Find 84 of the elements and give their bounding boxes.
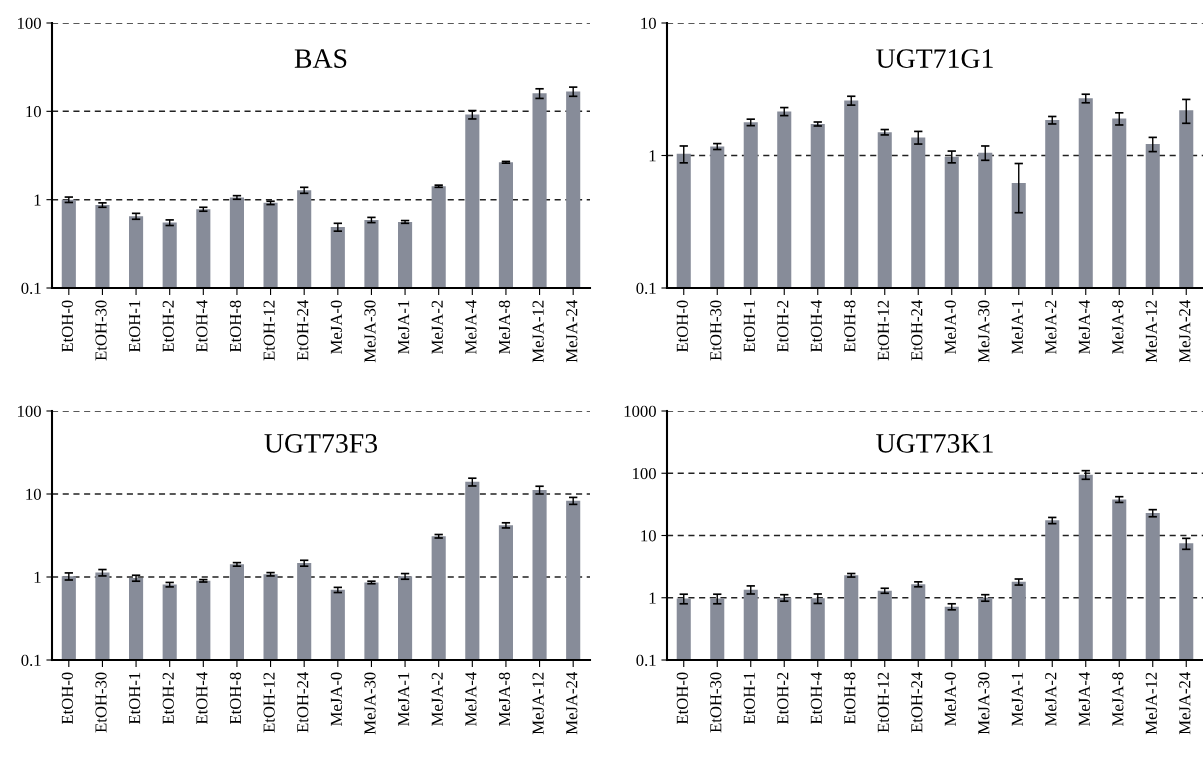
- x-tick-label: MeJA-30: [978, 672, 990, 735]
- x-tick-label: MeJA-2: [431, 672, 443, 726]
- x-tick-label: MeJA-1: [398, 300, 410, 354]
- x-tick-label: MeJA-4: [465, 300, 477, 354]
- x-tick-label: MeJA-0: [330, 300, 342, 354]
- y-tick-label: 100: [18, 17, 41, 29]
- y-tick-label: 0.1: [21, 282, 41, 295]
- x-tick-label: EtOH-12: [263, 672, 275, 733]
- x-tick-label: EtOH-24: [911, 300, 923, 361]
- x-tick-label: EtOH-12: [877, 672, 889, 733]
- x-tick-label: MeJA-24: [566, 300, 578, 363]
- x-tick-label: MeJA-12: [532, 672, 544, 735]
- y-tick-label: 1000: [624, 405, 656, 417]
- y-tick-label: 100: [633, 467, 656, 480]
- x-tick-label: EtOH-1: [129, 300, 141, 353]
- x-tick-label: MeJA-12: [1145, 672, 1157, 735]
- x-tick-label: EtOH-1: [743, 672, 755, 725]
- x-tick-label: MeJA-30: [978, 300, 990, 363]
- y-tick-label: 10: [641, 17, 656, 29]
- x-tick-label: EtOH-24: [297, 300, 309, 361]
- x-tick-label: MeJA-8: [498, 300, 511, 354]
- x-tick-label: EtOH-4: [810, 672, 822, 725]
- x-tick-label: EtOH-4: [810, 300, 822, 353]
- x-tick-label: MeJA-1: [1011, 300, 1023, 354]
- y-tick-label: 0.1: [21, 654, 41, 667]
- y-tick-label: 10: [26, 488, 41, 500]
- x-tick-label: EtOH-30: [710, 300, 722, 361]
- x-tick-label: MeJA-4: [465, 672, 477, 726]
- x-tick-label: MeJA-30: [364, 672, 376, 735]
- x-tick-label: MeJA-30: [364, 300, 376, 363]
- x-tick-label: MeJA-24: [1179, 672, 1191, 735]
- x-tick-label: EtOH-30: [95, 300, 107, 361]
- x-tick-label: EtOH-8: [844, 300, 856, 353]
- text: BAS: [294, 49, 347, 68]
- x-tick-label: MeJA-4: [1078, 300, 1090, 354]
- x-tick-label: EtOH-8: [229, 300, 242, 353]
- x-tick-label: EtOH-4: [196, 300, 208, 353]
- y-tick-label: 1: [649, 592, 656, 604]
- text: UGT73K1: [876, 434, 993, 453]
- y-tick-label: 10: [26, 106, 41, 118]
- x-tick-label: EtOH-24: [911, 672, 923, 733]
- y-tick-label: 1: [34, 571, 41, 583]
- x-tick-label: EtOH-30: [95, 672, 107, 733]
- y-tick-label: 1: [34, 194, 41, 206]
- x-tick-label: EtOH-0: [61, 672, 73, 725]
- x-tick-label: MeJA-0: [944, 300, 956, 354]
- x-tick-label: EtOH-2: [162, 672, 174, 725]
- x-tick-label: EtOH-2: [777, 672, 789, 725]
- y-tick-label: 100: [18, 405, 41, 417]
- x-tick-label: MeJA-0: [944, 672, 956, 726]
- text: UGT71G1: [876, 49, 993, 68]
- x-tick-label: MeJA-1: [398, 672, 410, 726]
- x-tick-label: EtOH-8: [229, 672, 242, 725]
- x-tick-label: MeJA-8: [1112, 672, 1124, 726]
- x-tick-label: MeJA-0: [330, 672, 342, 726]
- x-tick-label: EtOH-0: [676, 672, 688, 725]
- x-tick-label: MeJA-2: [431, 300, 443, 354]
- x-tick-label: MeJA-24: [566, 672, 578, 735]
- y-tick-label: 0.1: [636, 654, 656, 667]
- x-tick-label: MeJA-8: [1112, 300, 1124, 354]
- text: UGT73F3: [264, 434, 378, 453]
- x-tick-label: EtOH-0: [61, 300, 73, 353]
- x-tick-label: EtOH-8: [844, 672, 856, 725]
- y-tick-label: 0.1: [636, 282, 656, 295]
- x-tick-label: MeJA-24: [1179, 300, 1191, 363]
- x-tick-label: EtOH-24: [297, 672, 309, 733]
- x-tick-label: MeJA-2: [1045, 672, 1057, 726]
- x-tick-label: EtOH-12: [877, 300, 889, 361]
- x-tick-label: EtOH-30: [710, 672, 722, 733]
- x-tick-label: EtOH-1: [743, 300, 755, 353]
- y-tick-label: 10: [641, 530, 656, 542]
- x-tick-label: EtOH-4: [196, 672, 208, 725]
- x-tick-label: EtOH-1: [129, 672, 141, 725]
- x-tick-label: EtOH-2: [777, 300, 789, 353]
- x-tick-label: MeJA-4: [1078, 672, 1090, 726]
- x-tick-label: MeJA-8: [498, 672, 511, 726]
- x-tick-label: EtOH-0: [676, 300, 688, 353]
- y-tick-label: 1: [649, 150, 656, 162]
- x-tick-label: MeJA-12: [532, 300, 544, 363]
- x-tick-label: MeJA-2: [1045, 300, 1057, 354]
- x-tick-label: EtOH-2: [162, 300, 174, 353]
- x-tick-label: MeJA-12: [1145, 300, 1157, 363]
- x-tick-label: EtOH-12: [263, 300, 275, 361]
- x-tick-label: MeJA-1: [1011, 672, 1023, 726]
